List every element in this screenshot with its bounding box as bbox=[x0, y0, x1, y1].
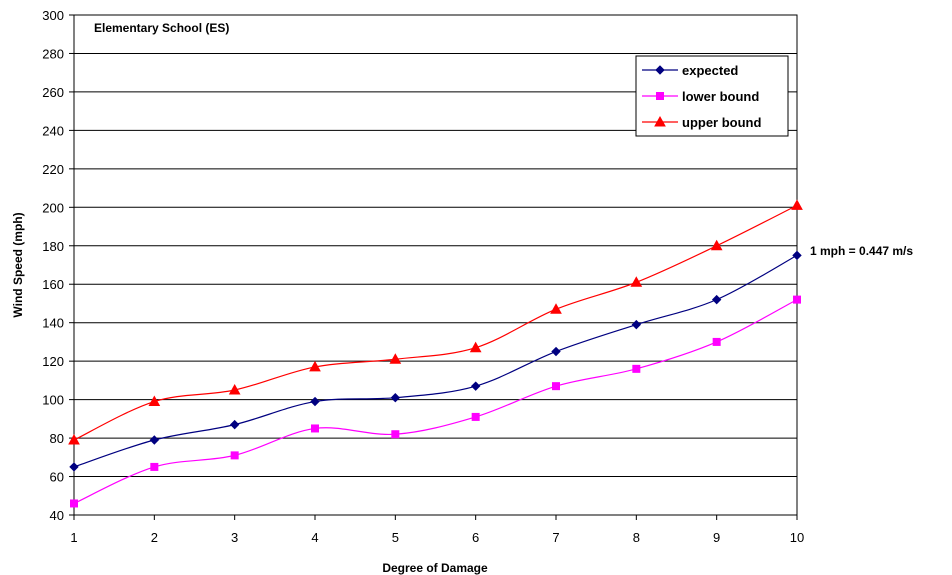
legend-marker-expected bbox=[655, 65, 665, 75]
y-tick-label: 100 bbox=[42, 393, 64, 408]
x-tick-label: 8 bbox=[633, 530, 640, 545]
x-axis-ticks: 1 2 3 4 5 6 7 8 9 10 bbox=[70, 515, 804, 545]
data-point-upper-bound bbox=[148, 395, 161, 407]
data-point-expected bbox=[69, 462, 79, 472]
y-tick-label: 260 bbox=[42, 85, 64, 100]
y-axis-ticks: 40 60 80 100 120 140 160 180 200 220 240 260 280 300 bbox=[42, 8, 74, 523]
legend-label-expected: expected bbox=[682, 63, 738, 78]
y-tick-label: 160 bbox=[42, 277, 64, 292]
data-point-upper-bound bbox=[389, 353, 402, 364]
data-point-expected bbox=[711, 294, 722, 305]
x-tick-label: 5 bbox=[392, 530, 399, 545]
y-tick-label: 40 bbox=[50, 508, 64, 523]
series-lower-bound bbox=[70, 295, 801, 508]
legend-marker-lower-bound bbox=[656, 92, 664, 100]
y-tick-label: 280 bbox=[42, 46, 64, 61]
data-point-upper-bound bbox=[791, 199, 803, 210]
data-point-upper-bound bbox=[469, 341, 482, 353]
data-point-expected bbox=[792, 250, 802, 261]
y-tick-label: 60 bbox=[50, 470, 64, 485]
y-tick-label: 200 bbox=[42, 200, 64, 215]
y-axis-label: Wind Speed (mph) bbox=[11, 212, 25, 317]
y-tick-label: 180 bbox=[42, 239, 64, 254]
x-tick-label: 4 bbox=[311, 530, 318, 545]
data-point-upper-bound bbox=[68, 433, 80, 445]
x-tick-label: 9 bbox=[713, 530, 720, 545]
y-tick-label: 300 bbox=[42, 8, 64, 23]
y-tick-label: 240 bbox=[42, 123, 64, 138]
chart-title: Elementary School (ES) bbox=[94, 21, 229, 35]
y-tick-label: 120 bbox=[42, 354, 64, 369]
legend-item-expected: expected bbox=[642, 63, 738, 78]
data-point-lower-bound bbox=[311, 424, 319, 433]
grid-lines bbox=[74, 52, 797, 478]
data-point-lower-bound bbox=[230, 451, 239, 460]
series-upper-bound bbox=[68, 199, 803, 445]
data-point-upper-bound bbox=[550, 303, 562, 314]
series-line-upper-bound bbox=[73, 204, 798, 441]
y-tick-label: 220 bbox=[42, 162, 64, 177]
data-point-lower-bound bbox=[150, 462, 159, 471]
data-point-lower-bound bbox=[712, 337, 721, 346]
data-point-lower-bound bbox=[471, 412, 480, 421]
x-tick-label: 10 bbox=[790, 530, 804, 545]
unit-conversion-note: 1 mph = 0.447 m/s bbox=[810, 244, 913, 258]
data-point-expected bbox=[229, 419, 240, 430]
legend-label-upper-bound: upper bound bbox=[682, 115, 761, 130]
data-point-upper-bound bbox=[228, 383, 241, 395]
data-point-expected bbox=[631, 319, 642, 330]
x-tick-label: 3 bbox=[231, 530, 238, 545]
data-point-expected bbox=[551, 346, 561, 357]
data-point-lower-bound bbox=[793, 295, 801, 304]
x-tick-label: 7 bbox=[552, 530, 559, 545]
y-tick-label: 140 bbox=[42, 316, 64, 331]
data-point-lower-bound bbox=[391, 430, 400, 439]
legend-marker-upper-bound bbox=[654, 115, 666, 127]
series-expected bbox=[69, 250, 802, 472]
data-point-expected bbox=[310, 396, 320, 407]
data-point-expected bbox=[470, 381, 481, 391]
data-point-lower-bound bbox=[70, 499, 78, 508]
data-point-upper-bound bbox=[630, 276, 643, 287]
data-point-expected bbox=[149, 435, 160, 445]
data-point-lower-bound bbox=[632, 364, 641, 373]
legend: expected lower bound upper bound bbox=[635, 55, 789, 137]
legend-item-upper-bound: upper bound bbox=[642, 115, 761, 130]
data-point-lower-bound bbox=[552, 382, 560, 391]
series-line-lower-bound bbox=[73, 299, 798, 505]
series-layer bbox=[68, 199, 803, 508]
data-point-upper-bound bbox=[710, 239, 723, 251]
x-tick-label: 1 bbox=[70, 530, 77, 545]
x-axis-label: Degree of Damage bbox=[382, 561, 488, 575]
x-tick-label: 6 bbox=[472, 530, 479, 545]
series-line-expected bbox=[73, 254, 798, 468]
data-point-upper-bound bbox=[309, 360, 321, 372]
legend-item-lower-bound: lower bound bbox=[642, 89, 759, 104]
legend-label-lower-bound: lower bound bbox=[682, 89, 759, 104]
data-point-expected bbox=[390, 392, 401, 403]
y-tick-label: 80 bbox=[50, 431, 64, 446]
x-tick-label: 2 bbox=[151, 530, 158, 545]
